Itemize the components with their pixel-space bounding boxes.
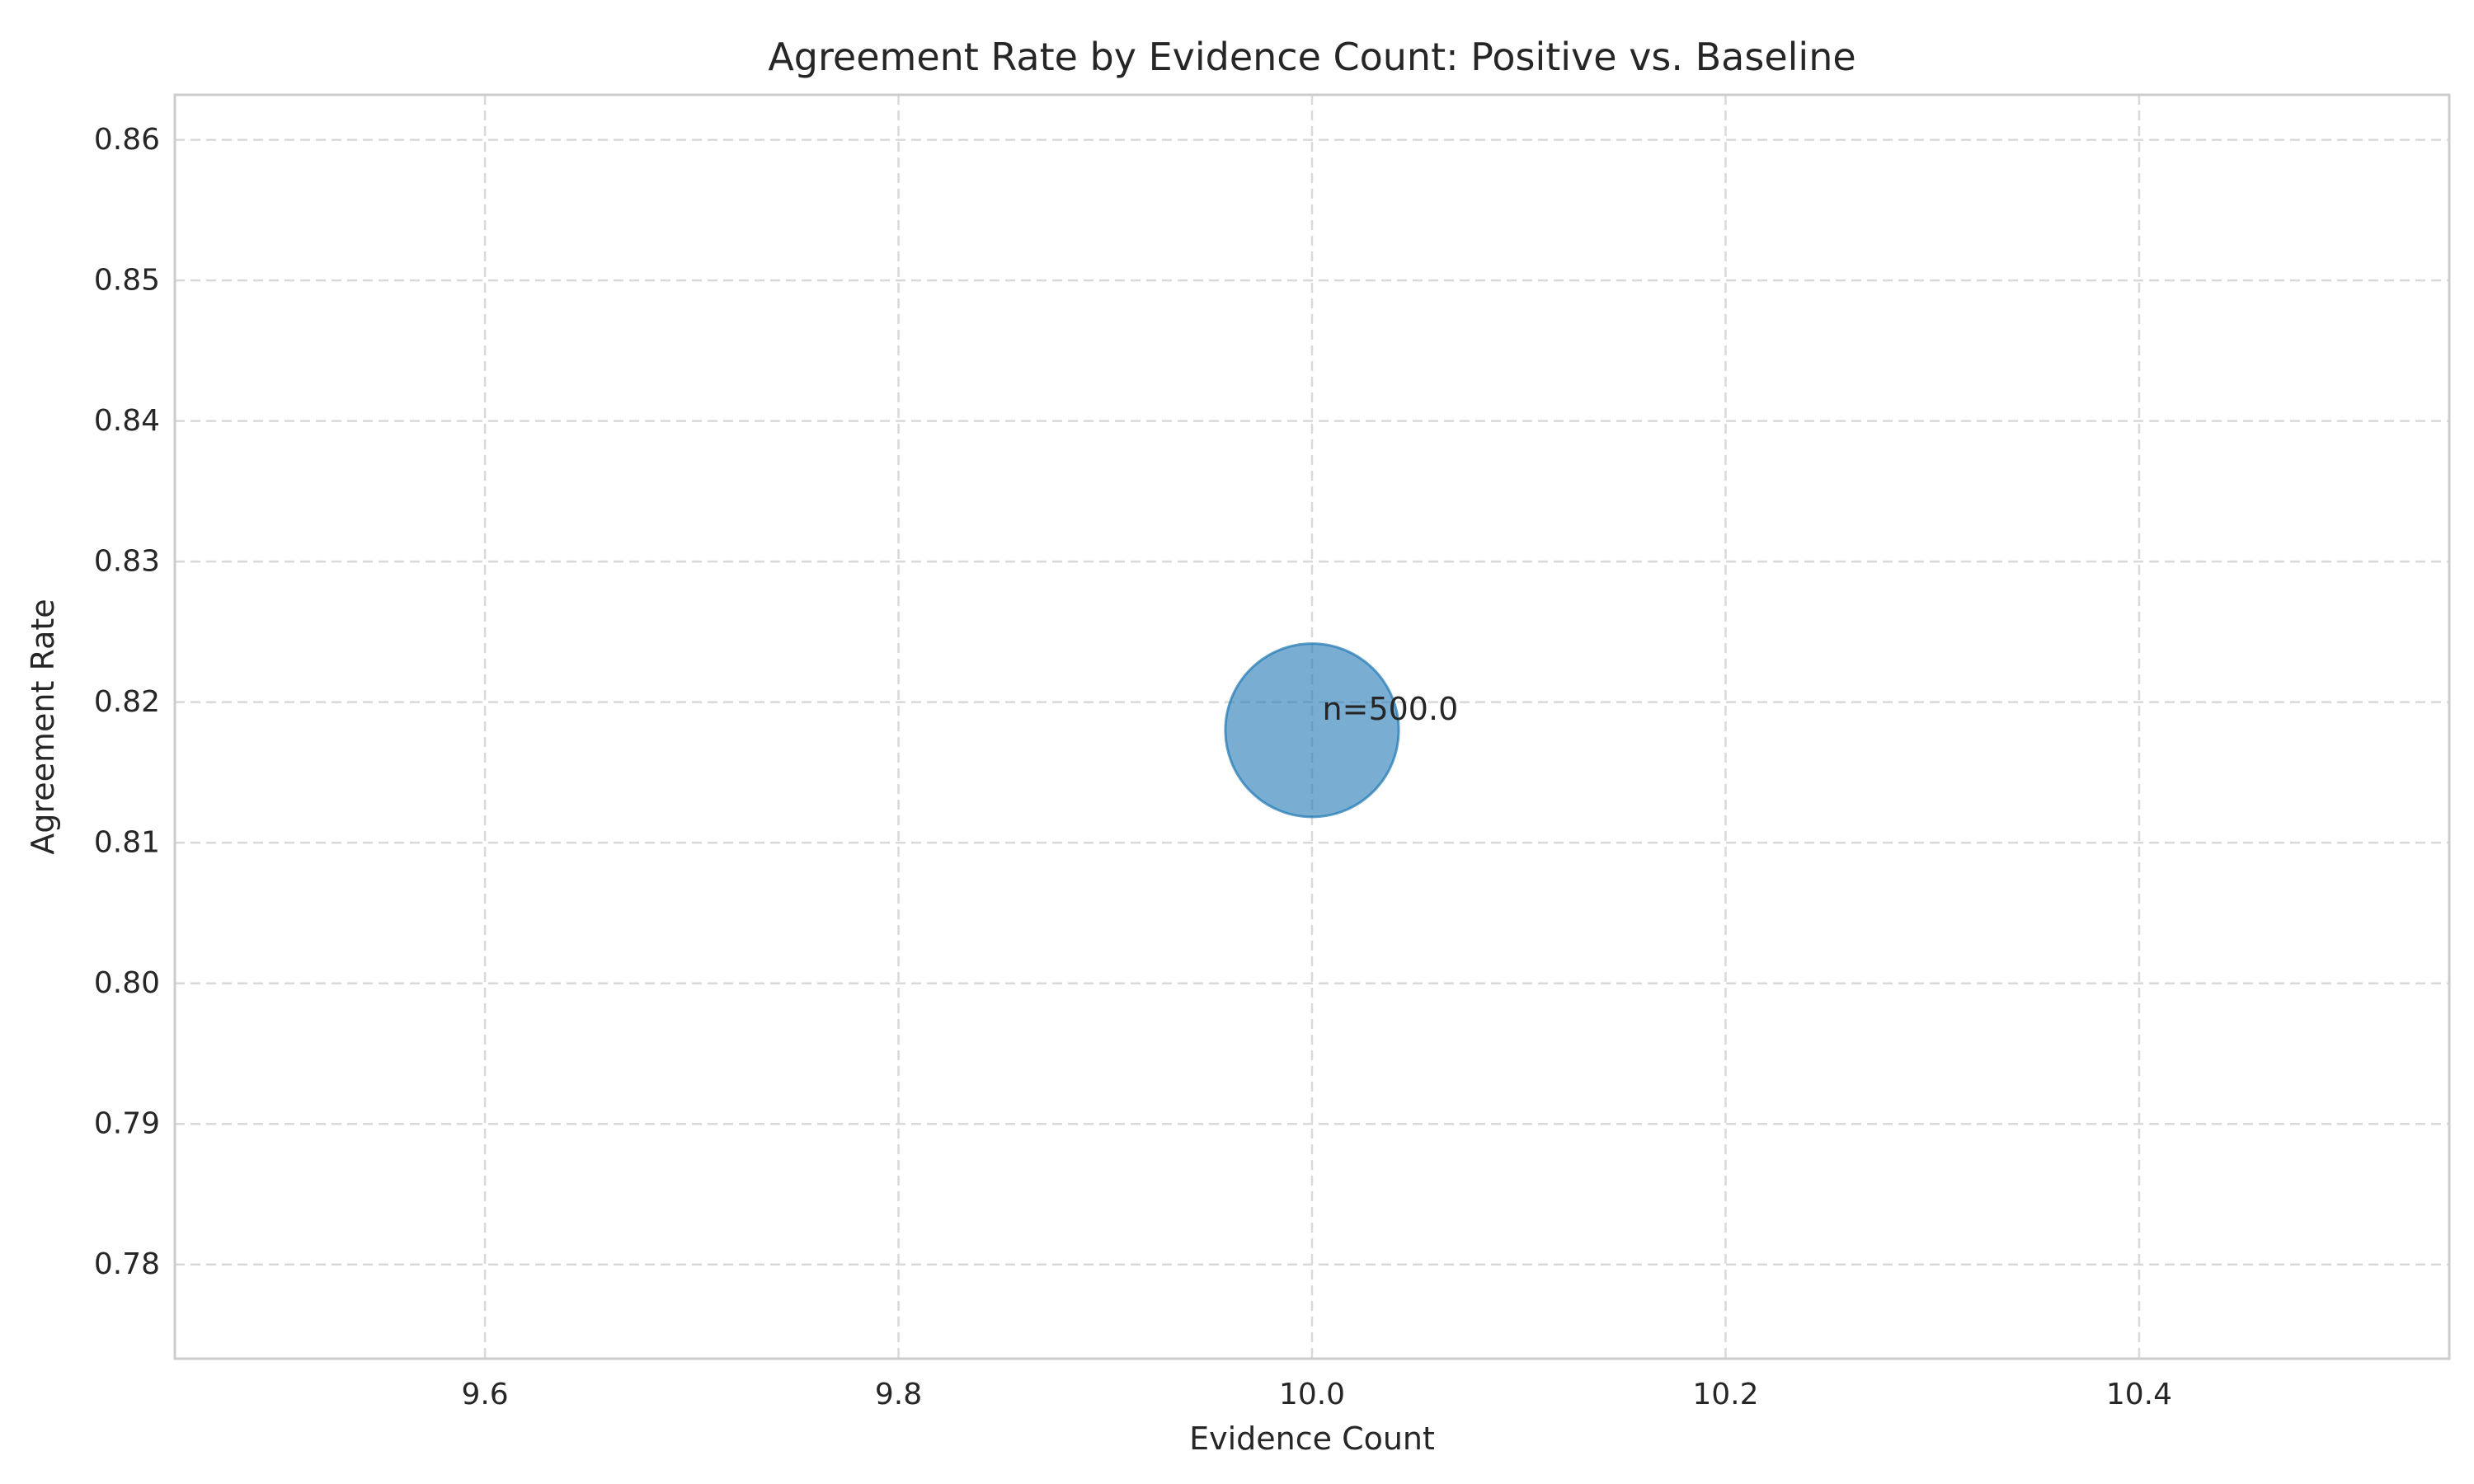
y-tick-label: 0.86 (94, 123, 160, 157)
data-bubble (1224, 642, 1400, 819)
y-axis-label: Agreement Rate (25, 599, 61, 854)
x-tick-label: 10.4 (2106, 1378, 2172, 1411)
grid-lines (175, 95, 2449, 1359)
y-tick-labels: 0.78 0.79 0.80 0.81 0.82 0.83 0.84 0.85 0.86 (94, 123, 160, 1281)
x-tick-label: 10.2 (1692, 1378, 1758, 1411)
y-tick-label: 0.84 (94, 404, 160, 438)
y-tick-label: 0.81 (94, 826, 160, 860)
y-tick-label: 0.82 (94, 685, 160, 719)
y-tick-label: 0.83 (94, 545, 160, 579)
bubble-annotation: n=500.0 (1323, 691, 1459, 727)
chart-title: Agreement Rate by Evidence Count: Positi… (768, 35, 1856, 79)
y-tick-label: 0.85 (94, 264, 160, 298)
x-tick-label: 10.0 (1279, 1378, 1345, 1411)
data-points: n=500.0 (1224, 642, 1459, 819)
x-tick-labels: 9.6 9.8 10.0 10.2 10.4 (461, 1378, 2172, 1411)
x-axis-label: Evidence Count (1189, 1421, 1435, 1457)
y-tick-label: 0.78 (94, 1247, 160, 1281)
x-tick-label: 9.6 (461, 1378, 508, 1411)
plot-frame (173, 93, 2451, 1360)
x-tick-label: 9.8 (875, 1378, 922, 1411)
y-tick-label: 0.79 (94, 1107, 160, 1141)
y-tick-label: 0.80 (94, 966, 160, 1000)
